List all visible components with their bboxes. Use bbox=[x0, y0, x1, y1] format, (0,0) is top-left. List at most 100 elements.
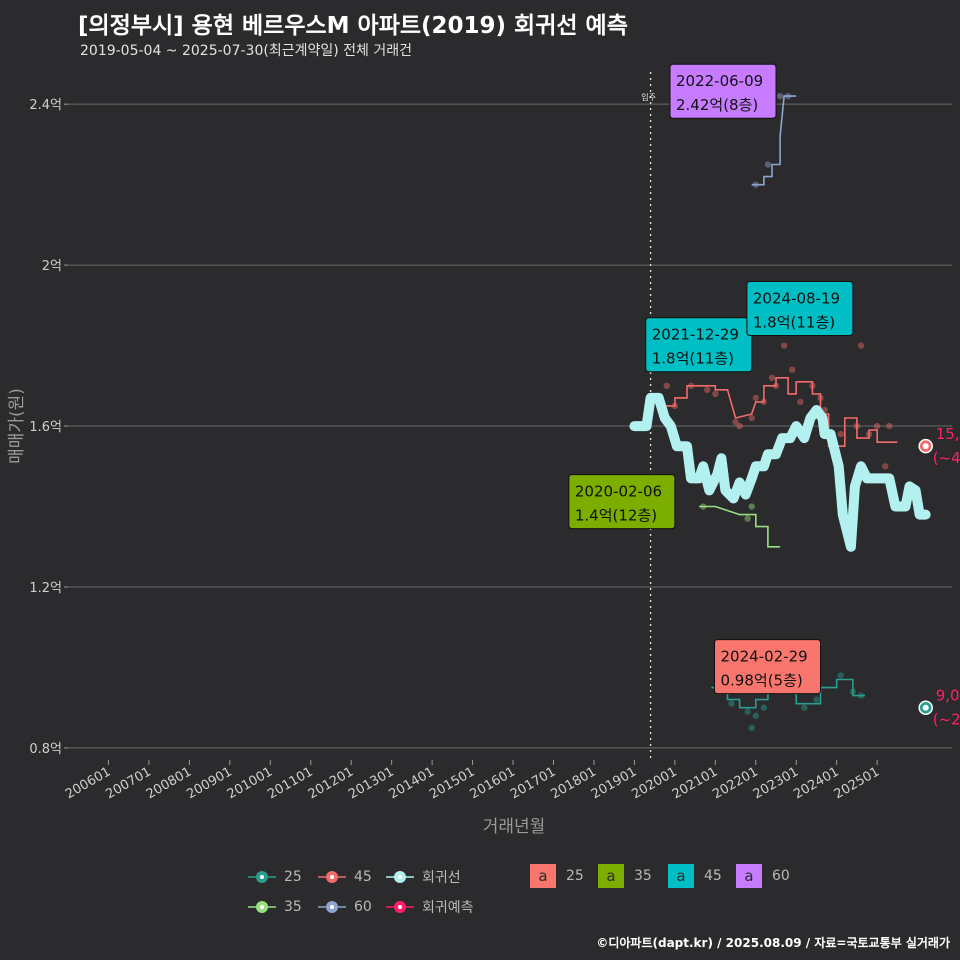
legend-label: 60 bbox=[772, 868, 790, 884]
chart-title: [의정부시] 용현 베르우스M 아파트(2019) 회귀선 예측 bbox=[78, 13, 628, 39]
x-tick-label: 201701 bbox=[508, 764, 558, 802]
trade-point-25 bbox=[748, 724, 755, 732]
legend-label: 45 bbox=[354, 869, 372, 885]
x-tick-label: 202201 bbox=[710, 764, 760, 802]
annotation-box bbox=[669, 63, 777, 119]
trade-point-45 bbox=[886, 422, 893, 430]
annotation-price: 1.8억(11층) bbox=[753, 313, 835, 331]
trade-point-45 bbox=[873, 422, 881, 430]
x-tick-label: 201001 bbox=[225, 764, 275, 802]
legend-label: 60 bbox=[354, 899, 372, 915]
x-tick-label: 202501 bbox=[832, 764, 882, 802]
trade-point-45 bbox=[663, 382, 670, 390]
trade-point-45 bbox=[732, 418, 739, 426]
trade-point-45 bbox=[736, 422, 743, 430]
annotation-layer: 15,500 (~45㎡) 9,000 (~25㎡) 2020-02-06 1.4억(12… bbox=[568, 63, 960, 729]
annotation-date: 2020-02-06 bbox=[575, 483, 662, 501]
y-tick-label: 0.8억 bbox=[29, 742, 62, 757]
legend-item: a 45 bbox=[668, 864, 722, 888]
forecast-value: 9,000 bbox=[936, 687, 960, 705]
forecast-point-center bbox=[922, 443, 929, 450]
legend-label: 45 bbox=[704, 868, 722, 884]
series-line-35 bbox=[699, 505, 781, 548]
trade-point-25 bbox=[728, 700, 735, 707]
y-tick-label: 1.2억 bbox=[29, 581, 62, 596]
move-in-label: 입주 bbox=[641, 93, 656, 102]
trade-point-45 bbox=[882, 463, 889, 470]
annotation-date: 2022-06-09 bbox=[676, 72, 763, 90]
chart-subtitle: 2019-05-04 ~ 2025-07-30(최근계약일) 전체 거래건 bbox=[80, 43, 412, 59]
legend-item: a 25 bbox=[530, 864, 584, 888]
trade-point-45 bbox=[837, 430, 844, 438]
trade-point-45 bbox=[712, 390, 719, 398]
x-tick-label: 202101 bbox=[670, 764, 720, 802]
x-tick-label: 200601 bbox=[63, 764, 113, 802]
legend-label: 25 bbox=[566, 868, 584, 884]
x-tick-label: 201601 bbox=[468, 764, 518, 802]
legend-label: 회귀예측 bbox=[422, 900, 474, 916]
trade-point-25 bbox=[752, 712, 759, 719]
legend-box-key: a bbox=[668, 864, 694, 888]
y-axis-title: 매매가(원) bbox=[7, 388, 27, 464]
annotation-price: 0.98억(5층) bbox=[721, 672, 803, 690]
trade-point-45 bbox=[788, 366, 796, 373]
trade-point-45 bbox=[748, 414, 755, 422]
legend-item: 회귀선 bbox=[386, 866, 461, 888]
y-tick-label: 2.4억 bbox=[29, 98, 62, 113]
x-tick-label: 201101 bbox=[265, 764, 315, 802]
forecast-area: (~45㎡) bbox=[933, 449, 960, 467]
legend-item: 60 bbox=[318, 896, 372, 918]
trade-point-35 bbox=[744, 515, 751, 522]
trade-point-45 bbox=[704, 386, 711, 394]
legend-item: a 35 bbox=[598, 864, 652, 888]
legend-line-key bbox=[318, 897, 346, 917]
annotation-box bbox=[714, 639, 822, 695]
x-axis-title: 거래년월 bbox=[483, 817, 546, 837]
x-tick-label: 201201 bbox=[306, 764, 356, 802]
annotation-box bbox=[645, 317, 753, 373]
legend-line-key bbox=[248, 867, 276, 887]
annotation-price: 1.8억(11층) bbox=[652, 350, 734, 368]
y-tick-label: 2억 bbox=[42, 259, 62, 274]
x-tick-label: 202001 bbox=[629, 764, 679, 802]
trade-point-60 bbox=[764, 161, 772, 168]
trade-point-45 bbox=[857, 342, 865, 349]
y-tick-label: 1.6억 bbox=[29, 420, 62, 435]
x-tick-label: 200901 bbox=[184, 764, 234, 802]
legend-line-key bbox=[386, 897, 414, 917]
annotation-date: 2024-08-19 bbox=[753, 289, 840, 307]
x-tick-label: 202401 bbox=[791, 764, 841, 802]
x-tick-label: 201401 bbox=[387, 764, 437, 802]
legend-item: 45 bbox=[318, 866, 372, 888]
trade-point-25 bbox=[760, 704, 768, 711]
legend-line-key bbox=[386, 867, 414, 887]
source-caption: ©디아파트(dapt.kr) / 2025.08.09 / 자료=국토교통부 실… bbox=[596, 936, 950, 950]
trade-point-35 bbox=[748, 503, 755, 510]
trade-point-25 bbox=[813, 696, 820, 703]
trade-point-45 bbox=[780, 342, 788, 349]
x-tick-label: 201801 bbox=[548, 764, 598, 802]
annotation-price: 2.42억(8층) bbox=[676, 96, 758, 114]
legend-box-key: a bbox=[736, 864, 762, 888]
axis-layer: 0.8억 1.2억 1.6억 2억 2.4억 2006012007012008012009… bbox=[29, 98, 882, 802]
trade-point-25 bbox=[801, 704, 808, 711]
forecast-point-center bbox=[922, 704, 929, 711]
x-tick-label: 201301 bbox=[346, 764, 396, 802]
annotation-box bbox=[568, 474, 676, 530]
x-tick-label: 200801 bbox=[144, 764, 194, 802]
x-tick-label: 200701 bbox=[103, 764, 153, 802]
trade-point-45 bbox=[768, 374, 776, 381]
legend-box-key: a bbox=[598, 864, 624, 888]
x-tick-label: 201501 bbox=[427, 764, 477, 802]
legend-line-key bbox=[248, 897, 276, 917]
legend-label: 35 bbox=[284, 899, 302, 915]
trade-point-60 bbox=[776, 92, 784, 100]
legend-label: 25 bbox=[284, 869, 302, 885]
legend-item: 25 bbox=[248, 866, 302, 888]
series-line-45 bbox=[658, 376, 898, 448]
regression-line bbox=[629, 392, 931, 552]
forecast-area: (~25㎡) bbox=[933, 711, 960, 729]
legend-label: 35 bbox=[634, 868, 652, 884]
annotation-date: 2024-02-29 bbox=[721, 648, 808, 666]
